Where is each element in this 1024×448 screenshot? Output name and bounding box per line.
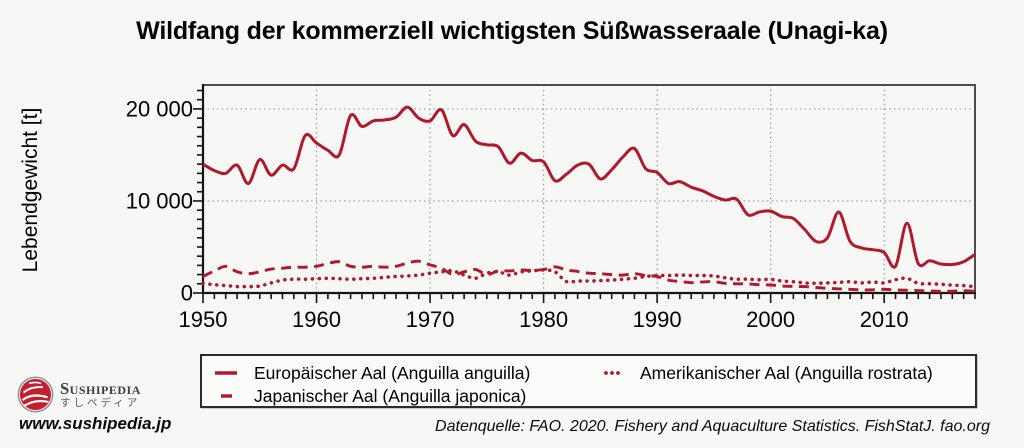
solid-line-icon (215, 371, 237, 375)
series-european-eel (202, 105, 976, 269)
svg-text:2010: 2010 (860, 307, 909, 332)
legend-label-japanese-eel: Japanischer Aal (Anguilla japonica) (254, 385, 527, 406)
svg-text:10 000: 10 000 (126, 188, 193, 213)
data-source: Datenquelle: FAO. 2020. Fishery and Aqua… (435, 418, 990, 435)
svg-text:1980: 1980 (519, 307, 568, 332)
y-axis-labels: 0 10 000 20 000 (126, 96, 193, 305)
chart-title: Wildfang der kommerziell wichtigsten Süß… (136, 17, 888, 45)
legend-label-american-eel: Amerikanischer Aal (Anguilla rostrata) (640, 362, 933, 383)
gridlines (202, 85, 975, 293)
svg-text:1990: 1990 (633, 307, 682, 332)
svg-text:1960: 1960 (292, 307, 341, 332)
logo-name: Sushipedia (60, 378, 141, 398)
dashed-line-icon (221, 394, 232, 398)
series-american-eel (201, 268, 977, 289)
x-axis-labels: 1950 1960 1970 1980 1990 2000 2010 (179, 307, 909, 332)
svg-text:20 000: 20 000 (126, 96, 193, 121)
sushipedia-logo: Sushipedia すしペディア (17, 376, 141, 413)
svg-text:1970: 1970 (406, 307, 455, 332)
logo-url: www.sushipedia.jp (19, 414, 172, 433)
svg-text:2000: 2000 (746, 307, 795, 332)
legend-label-european-eel: Europäischer Aal (Anguilla anguilla) (254, 362, 531, 383)
plot-frame (202, 84, 976, 294)
y-axis (193, 89, 202, 294)
x-axis (202, 294, 976, 303)
svg-text:1950: 1950 (179, 307, 228, 332)
legend-item-american-eel: Amerikanischer Aal (Anguilla rostrata) (598, 363, 933, 383)
legend-item-european-eel: Europäischer Aal (Anguilla anguilla) (212, 363, 530, 383)
legend-item-japanese-eel: Japanischer Aal (Anguilla japonica) (212, 386, 526, 406)
logo-name-japanese: すしペディア (60, 396, 141, 409)
svg-text:0: 0 (181, 281, 193, 306)
sushipedia-logo-icon (17, 376, 54, 413)
legend: Europäischer Aal (Anguilla anguilla) Jap… (200, 354, 977, 408)
series-japanese-eel (202, 259, 976, 293)
dotted-line-icon (604, 371, 620, 375)
